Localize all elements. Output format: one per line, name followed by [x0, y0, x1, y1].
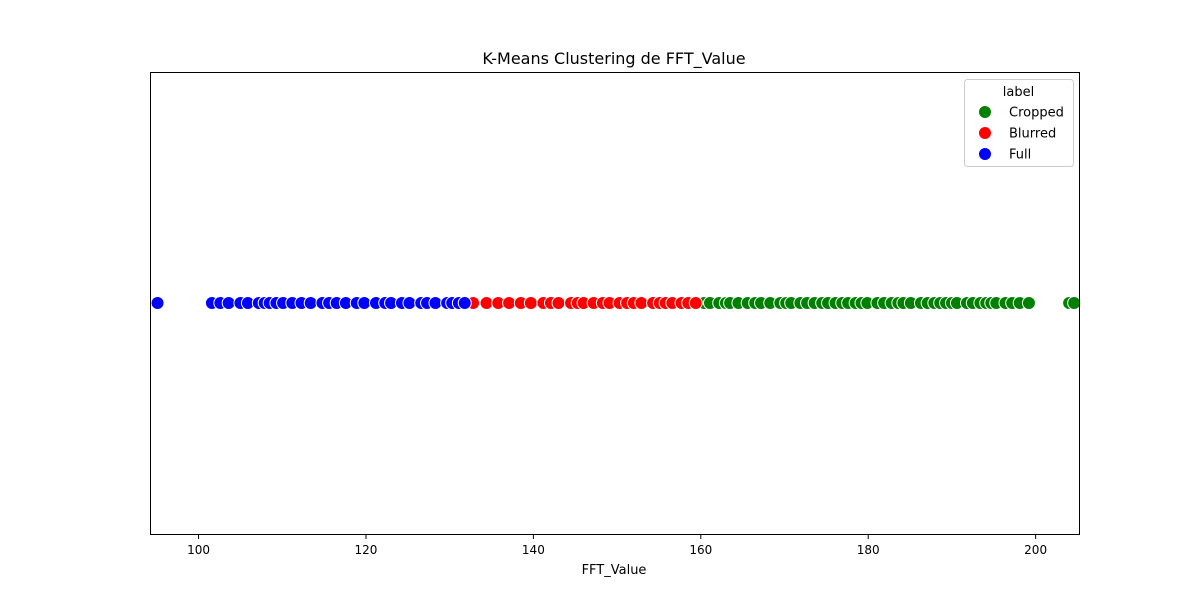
- plot-frame: [150, 72, 1080, 535]
- x-tick-label-180: 180: [857, 543, 880, 557]
- x-axis-label: FFT_Value: [582, 563, 647, 578]
- legend-marker-blurred: [978, 126, 992, 140]
- point-full-0: [150, 296, 165, 310]
- point-blurred-18: [634, 296, 649, 310]
- point-cropped-48: [1067, 296, 1082, 310]
- x-tick-label-200: 200: [1024, 543, 1047, 557]
- point-full-31: [457, 296, 472, 310]
- legend-marker-full: [978, 147, 992, 161]
- data-points: [150, 296, 1082, 310]
- chart-title: K-Means Clustering de FFT_Value: [482, 49, 745, 69]
- point-blurred-3: [502, 296, 517, 310]
- point-full-3: [221, 296, 236, 310]
- legend-label-blurred: Blurred: [1009, 127, 1056, 142]
- point-blurred-25: [688, 296, 703, 310]
- point-full-19: [357, 296, 372, 310]
- point-full-27: [428, 296, 443, 310]
- x-tick-label-160: 160: [689, 543, 712, 557]
- legend-label-cropped: Cropped: [1009, 106, 1064, 121]
- point-cropped-46: [1021, 296, 1036, 310]
- legend-box: [964, 79, 1074, 167]
- x-tick-label-120: 120: [355, 543, 378, 557]
- point-blurred-8: [551, 296, 566, 310]
- legend-marker-cropped: [978, 105, 992, 119]
- x-tick-label-100: 100: [187, 543, 210, 557]
- point-full-13: [303, 296, 318, 310]
- legend: label Cropped Blurred Full: [964, 79, 1074, 167]
- legend-title: label: [1003, 85, 1034, 100]
- legend-label-full: Full: [1009, 148, 1031, 163]
- point-blurred-1: [479, 296, 494, 310]
- x-tick-label-140: 140: [522, 543, 545, 557]
- point-full-24: [402, 296, 417, 310]
- x-axis: 100 120 140 160 180 200: [187, 534, 1047, 557]
- point-blurred-5: [523, 296, 538, 310]
- legend-entries: Cropped Blurred Full: [978, 105, 1064, 163]
